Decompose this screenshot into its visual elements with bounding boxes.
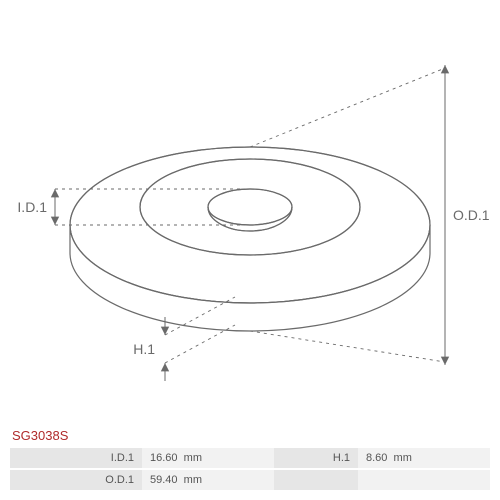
svg-text:H.1: H.1 [133,341,155,357]
table-row: O.D.1 59.40 mm [10,469,490,490]
technical-diagram: I.D.1 O.D.1 H.1 [0,0,500,420]
spec-value: 8.60 mm [358,448,490,469]
svg-text:I.D.1: I.D.1 [17,199,47,215]
spec-label: H.1 [274,448,358,469]
spec-label: O.D.1 [10,469,142,490]
spec-label: I.D.1 [10,448,142,469]
spec-empty [358,469,490,490]
washer-svg: I.D.1 O.D.1 H.1 [0,0,500,420]
spec-table: I.D.1 16.60 mm H.1 8.60 mm O.D.1 59.40 m… [10,448,490,490]
spec-value: 16.60 mm [142,448,274,469]
part-code: SG3038S [12,428,68,443]
svg-text:O.D.1: O.D.1 [453,207,490,223]
table-row: I.D.1 16.60 mm H.1 8.60 mm [10,448,490,469]
spec-empty [274,469,358,490]
spec-value: 59.40 mm [142,469,274,490]
